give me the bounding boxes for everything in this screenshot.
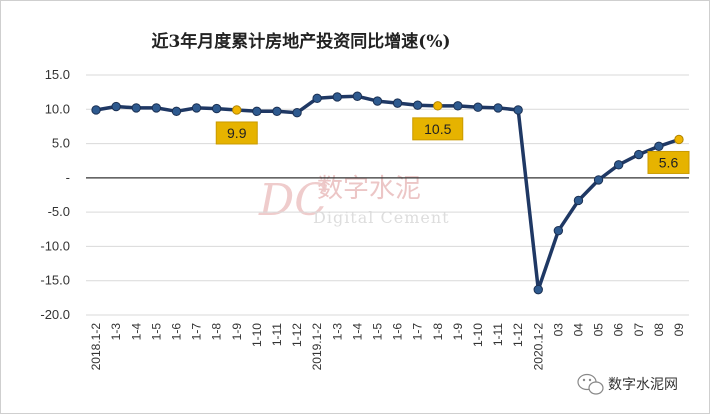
data-point — [151, 103, 162, 113]
watermark-cn: 数字水泥 — [317, 174, 421, 204]
data-label: 9.9 — [215, 121, 258, 145]
highlight-point — [674, 134, 684, 145]
x-tick-label: 1-7 — [411, 323, 425, 341]
data-point — [211, 103, 222, 114]
x-tick-label: 07 — [632, 323, 646, 337]
data-point — [553, 225, 564, 236]
y-tick-label: -15.0 — [40, 273, 70, 288]
x-tick-label: 1-8 — [210, 323, 224, 341]
x-tick-label: 1-9 — [230, 323, 244, 341]
data-label-box — [647, 150, 690, 174]
data-labels: 9.9 10.5 5.6 — [215, 117, 690, 174]
y-tick-label: 5.0 — [52, 136, 70, 151]
data-point — [392, 98, 403, 108]
x-tick-label: 1-5 — [370, 323, 384, 341]
wechat-icon — [577, 373, 604, 395]
x-tick-label: 1-12 — [511, 323, 525, 347]
data-label: 5.6 — [647, 150, 690, 174]
x-tick-label: 2020.1-2 — [531, 323, 545, 371]
x-tick-label: 08 — [652, 323, 666, 337]
data-label-text: 5.6 — [659, 154, 679, 170]
data-point — [613, 160, 624, 170]
data-point — [412, 100, 423, 110]
data-point — [654, 141, 664, 152]
x-tick-label: 1-6 — [391, 323, 405, 341]
watermark: DC 数字水泥 Digital Cement — [258, 174, 450, 227]
series — [91, 91, 684, 295]
data-point — [593, 175, 604, 185]
data-label: 10.5 — [412, 117, 464, 141]
data-point — [292, 108, 302, 118]
data-point — [453, 101, 463, 111]
highlight-point — [232, 105, 242, 115]
x-tick-label: 1-3 — [109, 323, 123, 341]
chart-title: 近3年月度累计房地产投资同比增速(%) — [151, 31, 450, 52]
data-point — [473, 102, 483, 112]
data-point — [352, 91, 363, 101]
source-credit: 数字水泥网 — [577, 373, 678, 395]
x-tick-label: 03 — [551, 323, 565, 337]
x-tick-label: 05 — [592, 323, 606, 337]
x-tick-label: 1-4 — [350, 323, 364, 341]
data-point — [312, 93, 322, 104]
watermark-logo: DC — [258, 175, 328, 226]
data-point — [272, 106, 282, 117]
x-axis-ticks: 2018.1-2 1-3 1-4 1-5 1-6 1-7 1-8 1-9 1-10 1-11 1-1… — [89, 323, 686, 371]
source-text: 数字水泥网 — [608, 377, 678, 393]
data-point — [573, 195, 584, 206]
x-tick-label: 2019.1-2 — [310, 323, 324, 371]
data-point — [111, 101, 121, 112]
data-point — [332, 92, 342, 102]
data-label-text: 9.9 — [227, 125, 247, 141]
x-tick-label: 1-11 — [270, 323, 284, 346]
data-point — [191, 103, 202, 113]
watermark-en: Digital Cement — [313, 208, 450, 227]
x-tick-label: 2018.1-2 — [89, 323, 103, 371]
y-tick-label: -10.0 — [40, 238, 70, 253]
data-point — [533, 284, 543, 295]
x-tick-label: 1-10 — [250, 323, 264, 347]
data-point — [372, 96, 383, 106]
x-tick-label: 06 — [612, 323, 626, 337]
y-tick-label: -20.0 — [40, 307, 70, 322]
x-tick-label: 1-11 — [491, 323, 505, 346]
data-point — [252, 106, 262, 117]
x-tick-label: 1-3 — [330, 323, 344, 341]
x-tick-label: 1-8 — [431, 323, 445, 341]
data-label-text: 10.5 — [424, 121, 451, 137]
y-tick-label: 10.0 — [45, 101, 70, 116]
y-axis-ticks: 15.0 10.0 5.0 - -5.0 -10.0 -15.0 -20.0 — [40, 67, 70, 322]
x-tick-label: 1-10 — [471, 323, 485, 347]
y-tick-label: 15.0 — [45, 67, 70, 82]
x-tick-label: 04 — [571, 323, 585, 337]
data-point — [493, 103, 503, 113]
data-point — [171, 106, 182, 117]
x-tick-label: 1-4 — [129, 323, 143, 341]
data-point — [91, 105, 101, 115]
data-label-box — [412, 117, 464, 141]
y-tick-label: -5.0 — [48, 204, 70, 219]
highlight-point — [433, 101, 443, 111]
data-point — [131, 103, 141, 113]
y-tick-label: - — [66, 170, 70, 185]
x-tick-label: 1-5 — [149, 323, 163, 341]
data-point — [634, 149, 644, 160]
data-point — [513, 105, 523, 115]
data-label-box — [215, 121, 258, 145]
x-tick-label: 1-12 — [290, 323, 304, 347]
x-tick-label: 1-6 — [169, 323, 183, 341]
x-tick-label: 1-9 — [451, 323, 465, 341]
x-tick-label: 1-7 — [190, 323, 204, 341]
x-tick-label: 09 — [672, 323, 686, 337]
